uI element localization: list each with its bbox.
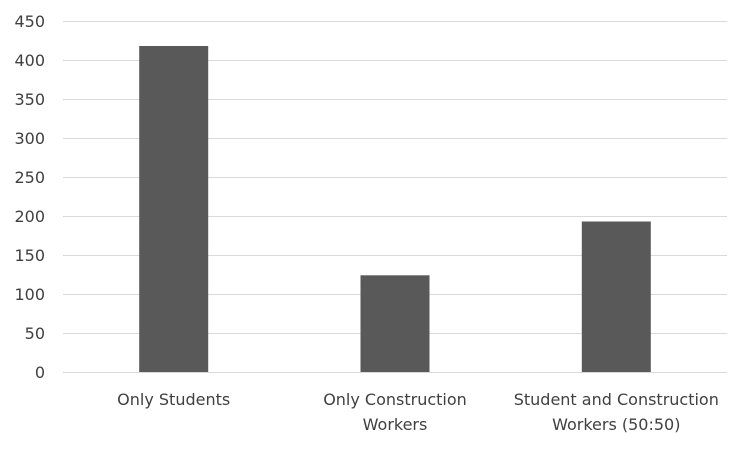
x-axis-labels: Only Students Only Construction Workers Stu…	[117, 390, 719, 434]
x-tick-label: Student and Construction	[514, 390, 719, 409]
y-tick-label: 100	[14, 285, 45, 304]
y-tick-label: 200	[14, 207, 45, 226]
x-tick-label: Workers (50:50)	[552, 415, 680, 434]
bar	[581, 221, 651, 372]
bar	[360, 275, 430, 372]
bar	[139, 46, 209, 372]
y-tick-label: 50	[25, 324, 45, 343]
y-tick-label: 250	[14, 168, 45, 187]
bars	[139, 46, 651, 372]
x-tick-label: Only Construction	[323, 390, 467, 409]
y-tick-label: 0	[35, 363, 45, 382]
y-tick-label: 300	[14, 129, 45, 148]
y-tick-label: 400	[14, 51, 45, 70]
y-tick-label: 350	[14, 90, 45, 109]
y-tick-label: 450	[14, 12, 45, 31]
y-axis-ticks: 0 50 100 150 200 250 300 350 400 450	[14, 12, 45, 382]
x-tick-label: Only Students	[117, 390, 230, 409]
y-tick-label: 150	[14, 246, 45, 265]
x-tick-label: Workers	[363, 415, 428, 434]
